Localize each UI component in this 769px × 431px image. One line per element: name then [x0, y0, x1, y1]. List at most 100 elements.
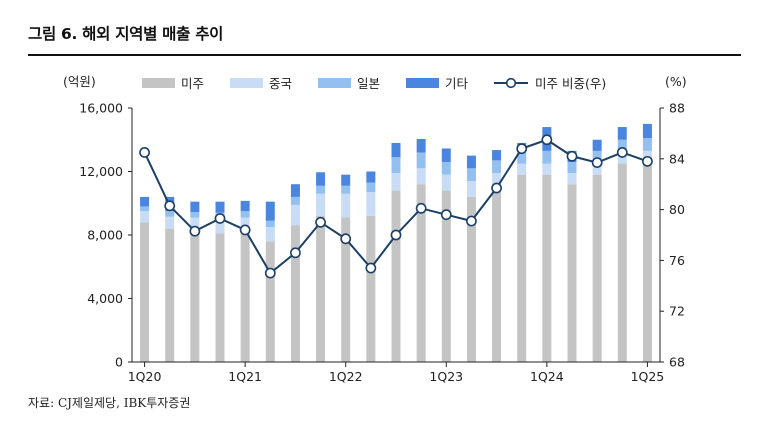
bar-segment	[617, 127, 627, 140]
bar-segment	[265, 227, 275, 242]
legend-label: 일본	[357, 76, 380, 91]
bar-segment	[366, 192, 376, 216]
y-left-tick-label: 16,000	[79, 101, 123, 116]
bar-segment	[240, 200, 250, 212]
bar-segment	[165, 211, 175, 217]
bar-segment	[140, 211, 150, 223]
bar-segment	[165, 216, 175, 229]
share-point	[290, 247, 301, 259]
bar-segment	[441, 148, 451, 162]
bar-segment	[341, 193, 351, 218]
bar-segment	[215, 233, 225, 362]
y-left-tick-label: 8,000	[87, 228, 123, 243]
bar-segment	[316, 172, 326, 186]
bar-segment	[642, 138, 652, 151]
bar-segment	[642, 161, 652, 362]
y-right-tick-label: 72	[669, 304, 685, 319]
share-point	[440, 209, 452, 221]
bar-segment	[215, 201, 225, 213]
bar-segment	[240, 211, 250, 218]
bar-segment	[140, 206, 150, 212]
title-divider	[28, 54, 741, 56]
bar-segment	[165, 228, 175, 362]
share-point	[365, 262, 377, 274]
bar-segment	[240, 231, 250, 362]
figure-title: 그림 6. 해외 지역별 매출 추이	[28, 25, 224, 43]
x-tick-label: 1Q22	[329, 369, 363, 384]
x-tick-label: 1Q21	[228, 369, 262, 384]
bar-segment	[391, 157, 401, 174]
y-left-unit-label: (억원)	[63, 74, 96, 89]
bar-segment	[140, 222, 150, 362]
bar-segment	[492, 160, 502, 174]
share-point	[616, 147, 628, 158]
bar-segment	[341, 185, 351, 194]
legend-label: 미주	[181, 76, 204, 91]
share-point	[566, 150, 578, 162]
bar-segment	[617, 139, 627, 153]
bar-segment	[542, 163, 552, 175]
share-point	[214, 213, 226, 224]
share-point	[642, 155, 653, 167]
bar-segment	[366, 182, 376, 193]
bar-segment	[517, 150, 527, 164]
bar-segment	[140, 196, 150, 207]
bar-segment	[215, 219, 225, 234]
bar-segment	[341, 174, 351, 186]
share-point	[415, 202, 427, 214]
bar-segment	[517, 163, 527, 175]
bar-segment	[567, 173, 577, 185]
share-point	[189, 225, 201, 237]
legend-label: 미주 비중(우)	[535, 76, 606, 91]
share-point	[591, 157, 603, 169]
x-tick-label: 1Q24	[530, 369, 564, 384]
bar-segment	[366, 215, 376, 362]
x-tick-label: 1Q20	[128, 369, 162, 384]
bar-segment	[290, 225, 300, 362]
legend-label: 기타	[445, 76, 469, 91]
bar-segment	[441, 161, 451, 175]
bar-segment	[642, 123, 652, 139]
bar-segment	[466, 196, 476, 362]
bar-segment	[592, 139, 602, 151]
legend-swatch	[406, 78, 439, 88]
share-point	[390, 229, 402, 241]
bar-segment	[517, 174, 527, 362]
bar-segment	[391, 142, 401, 158]
bar-segment	[492, 150, 502, 161]
bar-segment	[316, 215, 326, 362]
bar-segment	[290, 184, 300, 197]
bar-segment	[290, 204, 300, 226]
x-tick-label: 1Q25	[631, 369, 665, 384]
bar-segment	[190, 217, 200, 231]
source-note: 자료: CJ제일제당, IBK투자증권	[28, 396, 191, 410]
legend-swatch	[318, 78, 351, 88]
bar-segment	[341, 217, 351, 362]
bar-segment	[391, 190, 401, 362]
bar-segment	[592, 174, 602, 362]
bar-segment	[592, 163, 602, 175]
bar-segment	[316, 185, 326, 194]
bar-segment	[567, 161, 577, 174]
share-point	[340, 233, 352, 245]
share-point	[164, 200, 176, 212]
bar-segment	[466, 155, 476, 169]
share-point	[491, 182, 502, 194]
bar-segment	[416, 138, 426, 153]
share-point	[264, 267, 276, 279]
y-left-tick-label: 0	[115, 355, 123, 370]
bar-segment	[391, 173, 401, 191]
bar-segment	[542, 150, 552, 164]
bar-segment	[416, 184, 426, 362]
bar-segment	[466, 181, 476, 197]
share-point	[315, 216, 326, 228]
share-point	[139, 147, 150, 158]
y-right-tick-label: 80	[669, 202, 685, 217]
bar-segment	[366, 171, 376, 183]
bar-segment	[316, 193, 326, 216]
legend-label: 중국	[269, 76, 292, 91]
bar-segment	[542, 174, 552, 362]
bar-segment	[416, 168, 426, 185]
legend-swatch	[142, 78, 175, 88]
